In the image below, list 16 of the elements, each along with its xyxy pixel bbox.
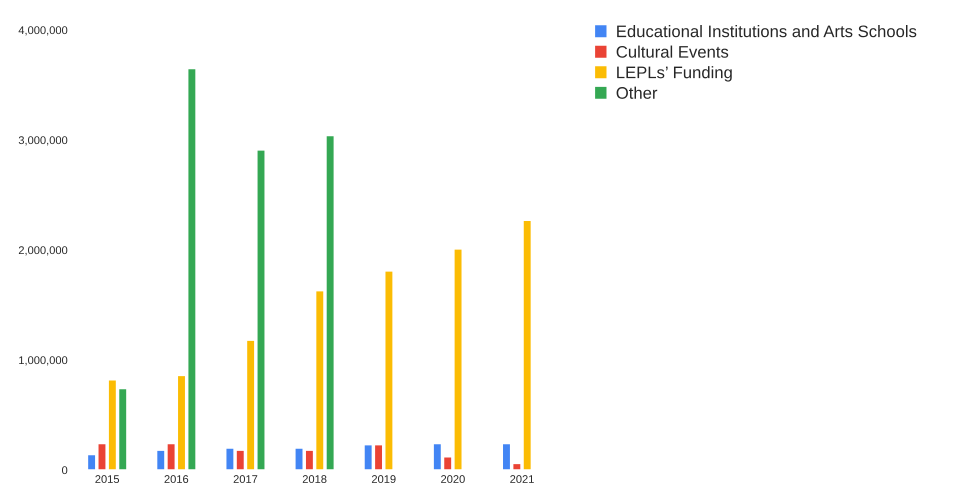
legend-label: Other	[616, 86, 658, 99]
y-tick-label: 2,000,000	[18, 246, 68, 256]
y-tick-label: 1,000,000	[19, 356, 68, 366]
legend-label: Cultural Events	[616, 46, 728, 58]
x-tick-label: 2015	[95, 475, 120, 484]
legend-label: LEPLs’ Funding	[617, 66, 732, 82]
x-tick-label: 2021	[510, 475, 534, 484]
x-tick-label: 2019	[372, 475, 396, 484]
y-tick-label: 3,000,000	[18, 136, 68, 146]
x-tick-label: 2016	[164, 475, 188, 484]
x-tick-label: 2018	[302, 475, 326, 484]
legend-label: Educational Institutions and Arts Schools	[617, 25, 916, 38]
x-tick-label: 2020	[441, 475, 465, 484]
y-tick-label: 4,000,000	[18, 26, 68, 36]
x-tick-label: 2017	[234, 475, 258, 484]
y-tick-label: 0	[62, 466, 68, 474]
